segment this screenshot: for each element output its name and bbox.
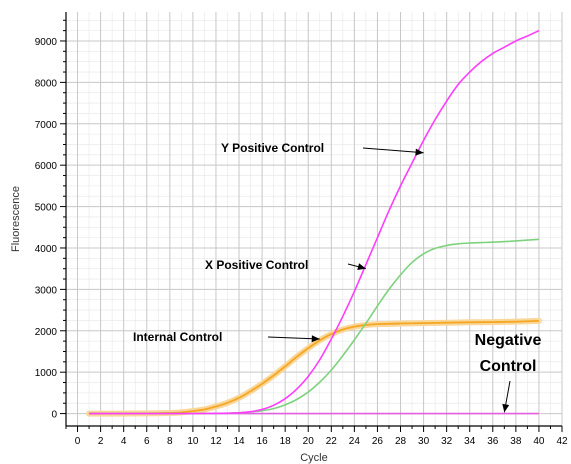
annotation-label: Y Positive Control — [221, 141, 324, 155]
x-tick-label: 36 — [487, 436, 499, 447]
annotation-arrow-head — [357, 263, 366, 271]
annotation-label-line: Control — [480, 358, 537, 375]
x-tick-label: 16 — [257, 436, 269, 447]
x-tick-label: 30 — [418, 436, 430, 447]
x-tick-label: 0 — [75, 436, 81, 447]
x-tick-label: 42 — [556, 436, 568, 447]
series-line-y-positive — [89, 29, 540, 415]
annotation-label-line: Negative — [475, 332, 542, 349]
x-tick-label: 34 — [464, 436, 476, 447]
x-tick-label: 22 — [326, 436, 338, 447]
annotation-arrow-head — [502, 403, 510, 413]
annotation-arrow-head — [415, 148, 424, 156]
annotation-label: Negative Control — [475, 332, 542, 375]
annotation-arrow-shaft — [267, 336, 320, 340]
grid-major — [66, 12, 563, 426]
x-tick-label: 14 — [233, 436, 245, 447]
y-tick-label: 1000 — [35, 368, 58, 379]
x-tick-label: 38 — [510, 436, 522, 447]
x-tick-label: 26 — [372, 436, 384, 447]
x-tick-label: 18 — [280, 436, 292, 447]
y-tick-label: 4000 — [35, 244, 58, 255]
x-tick-label: 4 — [121, 436, 127, 447]
x-tick-label: 20 — [303, 436, 315, 447]
annotation-arrow-shaft — [362, 147, 424, 154]
x-tick-label: 10 — [187, 436, 199, 447]
x-tick-label: 12 — [210, 436, 222, 447]
axes — [65, 12, 562, 427]
series-line-x-positive — [89, 238, 539, 415]
y-axis-title: Fluorescence — [10, 186, 22, 252]
annotation-arrow-head — [311, 335, 320, 343]
series-lines — [86, 29, 542, 417]
x-tick-label: 40 — [533, 436, 545, 447]
annotation-label: X Positive Control — [205, 258, 308, 272]
y-tick-label: 9000 — [35, 37, 58, 48]
y-tick-label: 2000 — [35, 327, 58, 338]
x-tick-label: 32 — [441, 436, 453, 447]
y-tick-label: 7000 — [35, 120, 58, 131]
y-tick-label: 8000 — [35, 78, 58, 89]
annotation-label: Internal Control — [133, 330, 222, 344]
y-tick-label: 5000 — [35, 203, 58, 214]
y-tick-label: 6000 — [35, 161, 58, 172]
x-tick-label: 8 — [167, 436, 173, 447]
x-tick-label: 2 — [98, 436, 104, 447]
y-tick-label: 0 — [51, 410, 57, 421]
x-tick-label: 6 — [144, 436, 150, 447]
y-tick-label: 3000 — [35, 285, 58, 296]
x-tick-label: 24 — [349, 436, 361, 447]
x-tick-label: 28 — [395, 436, 407, 447]
x-axis-title: Cycle — [300, 452, 328, 464]
annotations: Y Positive Control X Positive Control Inte… — [133, 141, 542, 413]
series-line-internal — [89, 319, 539, 415]
ticks: 0 2 4 6 8 10 12 14 16 18 20 22 24 26 28 30 32 34 36 38 40 420… — [35, 19, 568, 447]
